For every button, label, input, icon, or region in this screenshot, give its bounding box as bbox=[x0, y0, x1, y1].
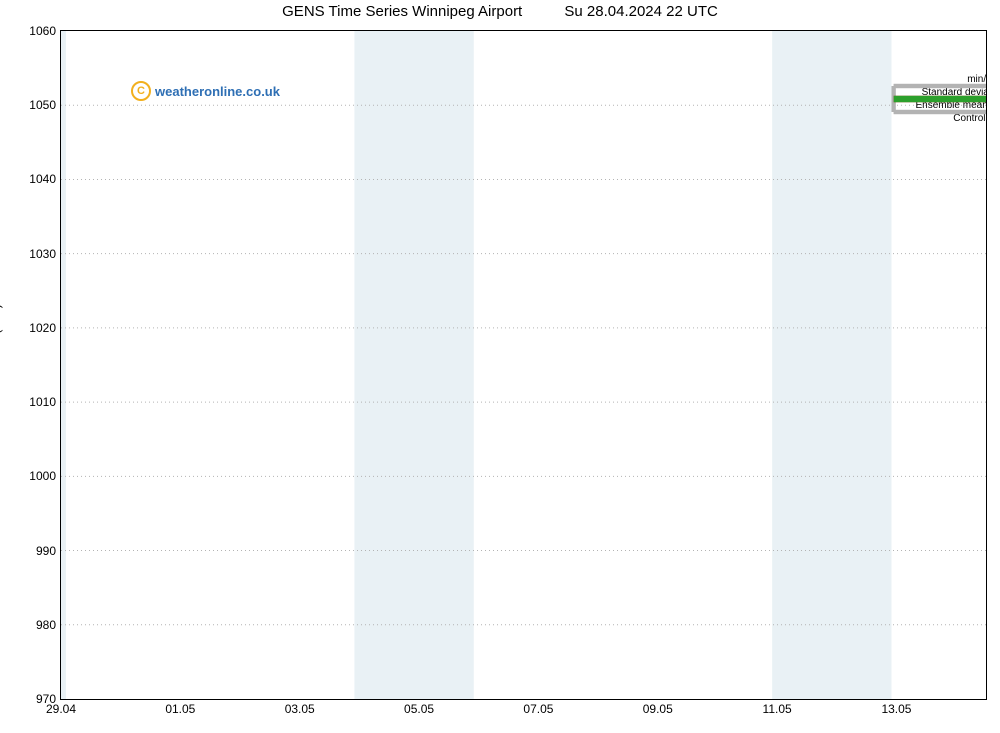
x-tick-label: 01.05 bbox=[165, 702, 195, 716]
y-tick-label: 1020 bbox=[29, 321, 56, 335]
chart-title-main: GENS Time Series Winnipeg Airport bbox=[282, 3, 522, 20]
y-tick-label: 1060 bbox=[29, 24, 56, 38]
x-tick-label: 05.05 bbox=[404, 702, 434, 716]
legend: min/maxStandard deviationEnsemble mean r… bbox=[885, 73, 987, 125]
y-tick-label: 980 bbox=[36, 618, 56, 632]
watermark-text: weatheronline.co.uk bbox=[155, 84, 280, 99]
y-tick-label: 1050 bbox=[29, 98, 56, 112]
chart-title: GENS Time Series Winnipeg Airport Su 28.… bbox=[0, 3, 1000, 20]
y-axis-label: Surface Pressure (hPa) bbox=[0, 304, 3, 429]
x-tick-label: 03.05 bbox=[285, 702, 315, 716]
y-tick-label: 1030 bbox=[29, 247, 56, 261]
copyright-icon: C bbox=[131, 81, 151, 101]
x-tick-label: 07.05 bbox=[523, 702, 553, 716]
y-tick-label: 1000 bbox=[29, 469, 56, 483]
y-tick-label: 990 bbox=[36, 544, 56, 558]
x-tick-label: 09.05 bbox=[643, 702, 673, 716]
watermark: C weatheronline.co.uk bbox=[131, 81, 280, 101]
plot-area: C weatheronline.co.uk min/maxStandard de… bbox=[60, 30, 987, 700]
y-tick-label: 1040 bbox=[29, 172, 56, 186]
x-tick-label: 11.05 bbox=[763, 702, 792, 716]
chart-title-date: Su 28.04.2024 22 UTC bbox=[564, 3, 717, 20]
y-tick-label: 1010 bbox=[29, 395, 56, 409]
x-tick-label: 13.05 bbox=[881, 702, 911, 716]
legend-item: Controll run bbox=[885, 112, 987, 125]
x-tick-label: 29.04 bbox=[46, 702, 76, 716]
